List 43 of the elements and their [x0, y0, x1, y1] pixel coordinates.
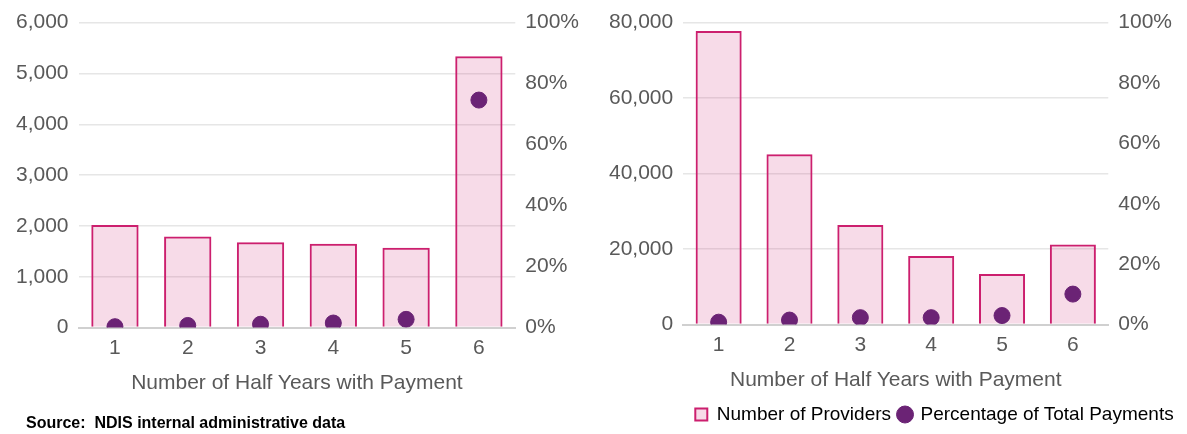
legend-label: Percentage of Total Payments: [920, 402, 1174, 424]
y-tick-label: 1,000: [15, 263, 69, 287]
y-tick-label: 3,000: [15, 161, 69, 185]
y2-tick-label: 0%: [525, 314, 556, 338]
y-tick-label: 2,000: [15, 212, 69, 236]
y-tick-label: 60,000: [609, 84, 674, 108]
x-axis-title: Number of Half Years with Payment: [131, 370, 463, 394]
y-tick-label: 20,000: [609, 235, 674, 259]
x-tick-label: 4: [327, 335, 340, 358]
y-tick-label: 40,000: [609, 160, 674, 184]
bar: [695, 30, 742, 324]
y2-tick-label: 80%: [525, 70, 568, 94]
x-tick-label: 5: [996, 332, 1008, 355]
x-tick-label: 5: [400, 335, 412, 358]
y2-tick-label: 0%: [1118, 311, 1149, 335]
y-tick-label: 0: [56, 314, 69, 338]
x-tick-label: 1: [109, 335, 121, 358]
y2-tick-label: 60%: [1118, 130, 1161, 154]
source-note: Source: NDIS internal administrative data: [26, 414, 346, 432]
x-axis-title: Number of Half Years with Payment: [730, 367, 1062, 391]
y2-tick-label: 40%: [525, 192, 568, 216]
x-tick-label: 2: [181, 335, 194, 358]
x-tick-label: 6: [1067, 332, 1079, 355]
y-tick-label: 5,000: [15, 60, 69, 84]
y2-tick-label: 100%: [525, 9, 580, 33]
x-tick-label: 3: [854, 332, 867, 355]
y2-tick-label: 20%: [1118, 251, 1161, 274]
y2-tick-label: 20%: [525, 253, 568, 277]
y-tick-label: 80,000: [609, 9, 674, 33]
x-tick-label: 2: [783, 332, 796, 355]
y2-tick-label: 40%: [1118, 190, 1161, 214]
legend-label: Number of Providers: [716, 402, 892, 424]
point: [470, 91, 488, 109]
x-tick-label: 3: [254, 335, 267, 358]
y2-tick-label: 80%: [1118, 69, 1161, 93]
x-tick-label: 1: [712, 332, 725, 355]
y-tick-label: 4,000: [15, 111, 69, 135]
x-tick-label: 6: [473, 335, 485, 358]
x-tick-label: 4: [925, 332, 938, 355]
y-tick-label: 6,000: [15, 9, 69, 33]
y2-tick-label: 60%: [525, 131, 568, 155]
y2-tick-label: 100%: [1118, 9, 1173, 33]
y-tick-label: 0: [661, 311, 674, 335]
